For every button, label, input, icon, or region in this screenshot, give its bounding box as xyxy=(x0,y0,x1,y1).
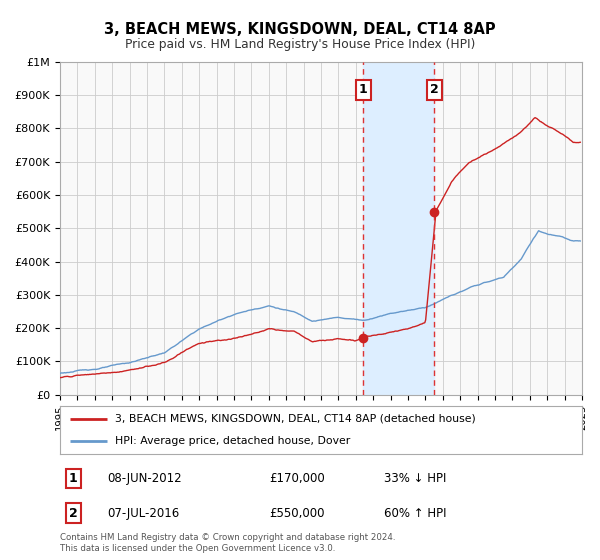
Text: £170,000: £170,000 xyxy=(269,472,325,484)
Text: 33% ↓ HPI: 33% ↓ HPI xyxy=(383,472,446,484)
Text: 07-JUL-2016: 07-JUL-2016 xyxy=(107,507,179,520)
Text: 2: 2 xyxy=(68,507,77,520)
Text: 1: 1 xyxy=(359,83,368,96)
Text: 1: 1 xyxy=(68,472,77,484)
Text: £550,000: £550,000 xyxy=(269,507,325,520)
Text: Contains HM Land Registry data © Crown copyright and database right 2024.
This d: Contains HM Land Registry data © Crown c… xyxy=(60,533,395,553)
Text: 3, BEACH MEWS, KINGSDOWN, DEAL, CT14 8AP (detached house): 3, BEACH MEWS, KINGSDOWN, DEAL, CT14 8AP… xyxy=(115,414,476,424)
Text: 2: 2 xyxy=(430,83,439,96)
Text: 60% ↑ HPI: 60% ↑ HPI xyxy=(383,507,446,520)
Text: Price paid vs. HM Land Registry's House Price Index (HPI): Price paid vs. HM Land Registry's House … xyxy=(125,38,475,50)
Text: 3, BEACH MEWS, KINGSDOWN, DEAL, CT14 8AP: 3, BEACH MEWS, KINGSDOWN, DEAL, CT14 8AP xyxy=(104,22,496,38)
Bar xyxy=(364,62,434,395)
Text: 08-JUN-2012: 08-JUN-2012 xyxy=(107,472,182,484)
Text: HPI: Average price, detached house, Dover: HPI: Average price, detached house, Dove… xyxy=(115,436,350,446)
